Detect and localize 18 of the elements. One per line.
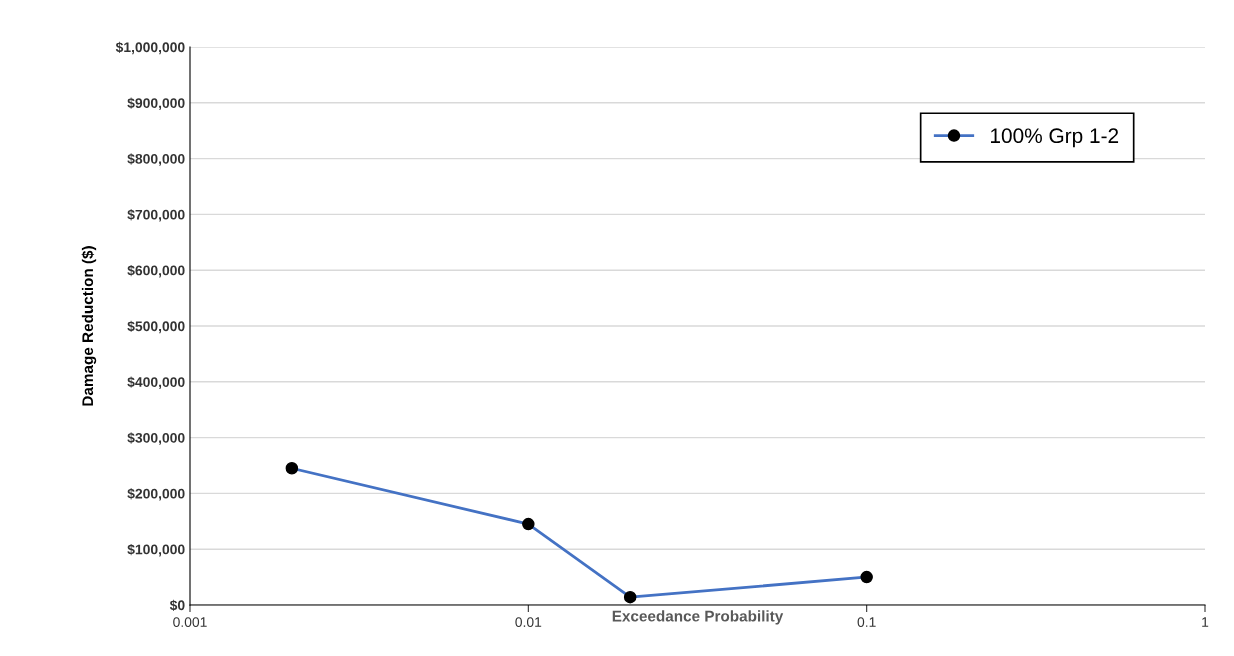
y-tick-label: $500,000 — [127, 320, 185, 334]
y-tick-label: $0 — [169, 599, 185, 612]
x-tick-label: 1 — [1202, 617, 1209, 627]
legend-label: 100% Grp 1-2 — [991, 128, 1119, 148]
y-axis-title: Damage Reduction ($) — [81, 246, 97, 406]
x-tick-label: 0.01 — [515, 617, 542, 628]
y-tick-label: $200,000 — [127, 488, 185, 501]
y-tick-label: $600,000 — [127, 264, 185, 278]
y-tick-label: $700,000 — [127, 209, 185, 222]
y-tick-label: $900,000 — [127, 97, 185, 110]
y-tick-label: $100,000 — [127, 543, 185, 557]
y-tick-label: $400,000 — [127, 376, 185, 389]
y-tick-label: $300,000 — [127, 432, 185, 445]
x-tick-label: 0.001 — [173, 617, 207, 628]
x-axis-title: Exceedance Probability — [612, 610, 784, 625]
y-tick-label: $800,000 — [127, 153, 185, 166]
x-tick-label: 0.1 — [857, 617, 876, 628]
y-tick-label: $1,000,000 — [115, 41, 185, 55]
